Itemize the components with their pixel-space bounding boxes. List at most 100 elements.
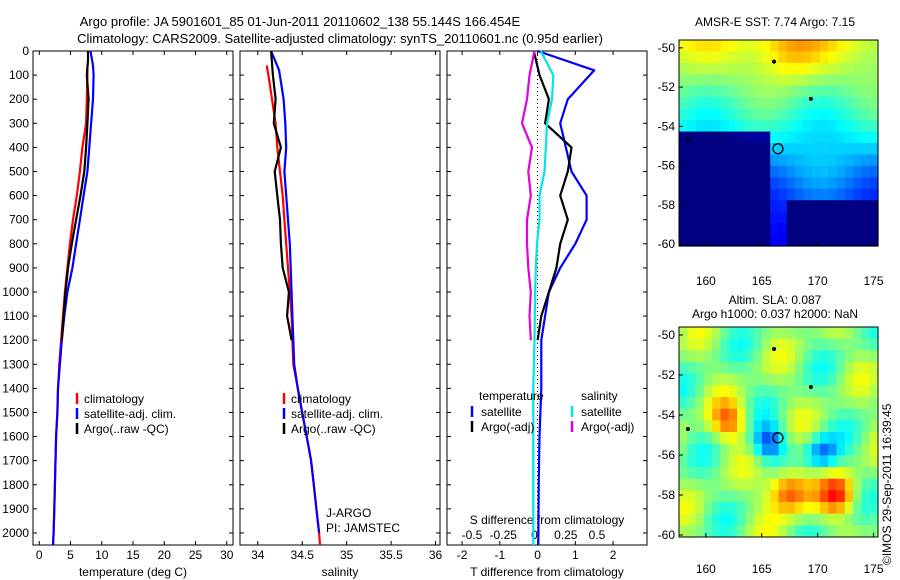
map-y-tick-label: -50 [658,328,676,342]
map-cell [869,74,879,87]
map-cell [861,97,871,110]
map-cell [703,177,713,190]
map-cell [728,490,738,503]
map-x-tick-label: 165 [752,274,772,288]
x-tick-label: 34.5 [291,548,315,562]
map-cell [853,211,863,224]
map-cell [803,502,813,515]
map-cell [786,97,796,110]
map-cell [728,211,738,224]
map-cell [828,131,838,144]
map-cell [728,74,738,87]
map-cell [869,62,879,75]
map-cell [803,188,813,201]
map-x-tick-label: 175 [864,274,884,288]
map-cell [728,120,738,133]
map-cell [861,223,871,236]
map-cell [745,234,755,247]
map-cell [828,443,838,456]
float-annotation: PI: JAMSTEC [326,521,400,535]
legend-label: climatology [84,392,144,406]
map-cell [828,432,838,445]
map-cell [811,525,821,538]
map-cell [786,85,796,98]
map-cell [811,397,821,410]
map-cell [687,211,697,224]
map-cell [687,455,697,468]
map-cell [745,51,755,64]
series-line-satellite-adj--clim- [270,50,321,534]
x-tick-label: 15 [126,548,140,562]
map-cell [795,143,804,156]
map-cell [753,131,763,144]
map-cell [695,200,705,213]
x-tick-label: 34 [251,548,265,562]
map-cell [811,455,821,468]
map-cell [745,513,755,526]
map-cell [720,40,730,53]
map-cell [770,502,780,515]
map-cell [679,490,688,503]
map-cell [778,502,788,515]
map-cell [753,513,763,526]
map-cell [795,478,804,491]
map-cell [737,40,746,53]
map-cell [811,443,821,456]
map-cell [770,131,780,144]
map-cell [803,120,813,133]
map-cell [695,513,705,526]
map-cell [844,177,854,190]
map-cell [786,223,796,236]
map-cell [811,51,821,64]
legend-label: satellite [581,405,622,419]
map-cell [728,143,738,156]
map-cell [853,490,863,503]
map-cell [811,502,821,515]
map-cell [770,108,780,121]
map-cell [728,408,738,421]
map-cell [811,373,821,386]
map-cell [861,420,871,433]
map-cell [703,373,713,386]
map-cell [869,211,879,224]
map-cell [853,455,863,468]
map-cell [753,177,763,190]
map-cell [720,408,730,421]
map-cell [861,211,871,224]
map-cell [795,188,804,201]
map-cell [703,131,713,144]
map-cell [687,200,697,213]
map-cell [679,362,688,375]
map-cell [720,525,730,538]
other-profile-marker [772,347,777,351]
map-cell [745,62,755,75]
map-cell [819,385,829,398]
y-tick-label: 1900 [2,502,29,516]
map-cell [786,385,796,398]
map-cell [786,188,796,201]
map-cell [861,85,871,98]
map-cell [803,200,813,213]
map-cell [795,350,804,363]
map-cell [695,177,705,190]
map-cell [753,40,763,53]
map-cell [737,120,746,133]
map-cell [703,490,713,503]
map-cell [770,420,780,433]
map-cell [836,74,846,87]
map-cell [828,385,838,398]
map-cell [753,362,763,375]
map-cell [679,51,688,64]
map-cell [695,338,705,351]
map-cell [753,62,763,75]
map-cell [861,200,871,213]
map-cell [728,525,738,538]
map-cell [720,62,730,75]
map-cell [786,350,796,363]
map-cell [795,455,804,468]
plot-frame [32,50,234,546]
map-cell [803,154,813,167]
map-cell [695,373,705,386]
map-cell [703,443,713,456]
